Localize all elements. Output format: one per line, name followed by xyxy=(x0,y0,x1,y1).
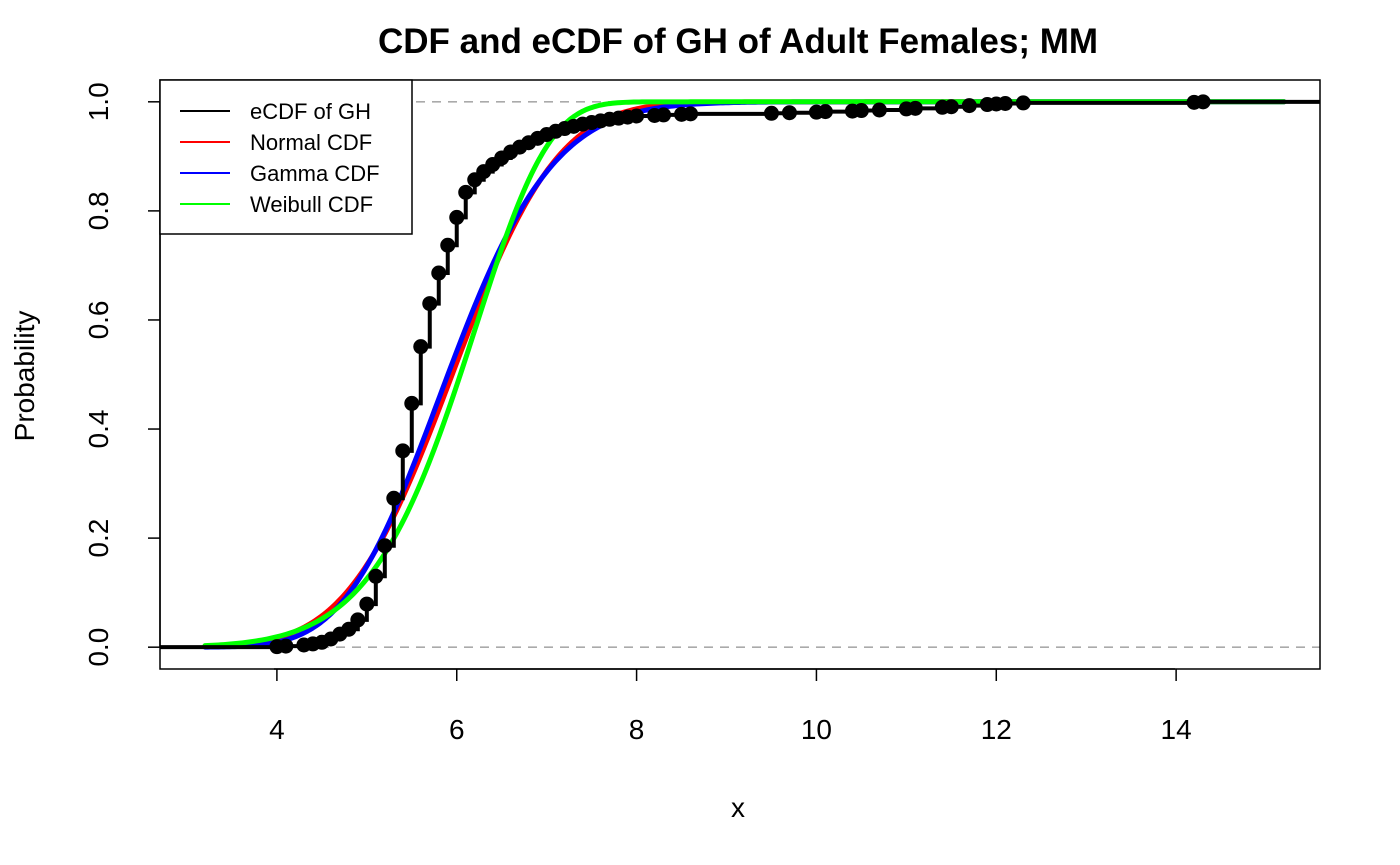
legend-item-gamma: Gamma CDF xyxy=(180,161,380,186)
y-tick-label: 0.2 xyxy=(83,519,114,558)
ecdf-point xyxy=(386,490,402,506)
legend-item-weibull: Weibull CDF xyxy=(180,192,373,217)
legend-label-ecdf: eCDF of GH xyxy=(250,99,371,124)
legend-label-normal: Normal CDF xyxy=(250,130,372,155)
x-tick-label: 10 xyxy=(801,714,832,745)
x-tick-label: 12 xyxy=(981,714,1012,745)
ecdf-point xyxy=(395,443,411,459)
ecdf-point xyxy=(341,621,357,637)
ecdf-point xyxy=(763,105,779,121)
legend-label-weibull: Weibull CDF xyxy=(250,192,373,217)
ecdf-point xyxy=(961,98,977,114)
y-tick-label: 1.0 xyxy=(83,82,114,121)
y-axis-label: Probability xyxy=(9,311,40,442)
ecdf-point xyxy=(683,106,699,122)
ecdf-point xyxy=(781,105,797,121)
ecdf-point xyxy=(278,638,294,654)
ecdf-point xyxy=(853,103,869,119)
chart-title: CDF and eCDF of GH of Adult Females; MM xyxy=(378,22,1098,61)
ecdf-point xyxy=(458,184,474,200)
ecdf-point xyxy=(350,612,366,628)
ecdf-point xyxy=(413,339,429,355)
legend-label-gamma: Gamma CDF xyxy=(250,161,380,186)
ecdf-point xyxy=(422,296,438,312)
x-axis-label: x xyxy=(731,792,745,823)
x-axis: 4 6 8 10 12 14 xyxy=(269,668,1192,745)
x-tick-label: 8 xyxy=(629,714,645,745)
y-tick-label: 0.0 xyxy=(83,628,114,667)
ecdf-point xyxy=(997,95,1013,111)
y-axis: 0.0 0.2 0.4 0.6 0.8 1.0 xyxy=(83,82,161,667)
legend-item-normal: Normal CDF xyxy=(180,130,372,155)
ecdf-point xyxy=(440,237,456,253)
ecdf-series xyxy=(160,94,1320,655)
x-tick-label: 4 xyxy=(269,714,285,745)
ecdf-point xyxy=(817,104,833,120)
ecdf-point xyxy=(629,108,645,124)
x-tick-label: 14 xyxy=(1161,714,1192,745)
ecdf-point xyxy=(871,102,887,118)
legend-box xyxy=(159,79,413,235)
ecdf-point xyxy=(1195,94,1211,110)
y-tick-label: 0.4 xyxy=(83,410,114,449)
ecdf-point xyxy=(368,568,384,584)
legend-item-ecdf: eCDF of GH xyxy=(180,99,371,124)
ecdf-point xyxy=(377,538,393,554)
x-tick-label: 6 xyxy=(449,714,465,745)
ecdf-point xyxy=(1015,95,1031,111)
ecdf-point xyxy=(404,395,420,411)
y-tick-label: 0.6 xyxy=(83,300,114,339)
y-tick-label: 0.8 xyxy=(83,191,114,230)
ecdf-point xyxy=(656,107,672,123)
ecdf-point xyxy=(431,265,447,281)
legend: eCDF of GH Normal CDF Gamma CDF Weibull … xyxy=(159,79,413,235)
ecdf-point xyxy=(449,209,465,225)
ecdf-point xyxy=(907,100,923,116)
ecdf-point xyxy=(943,99,959,115)
ecdf-point xyxy=(359,596,375,612)
